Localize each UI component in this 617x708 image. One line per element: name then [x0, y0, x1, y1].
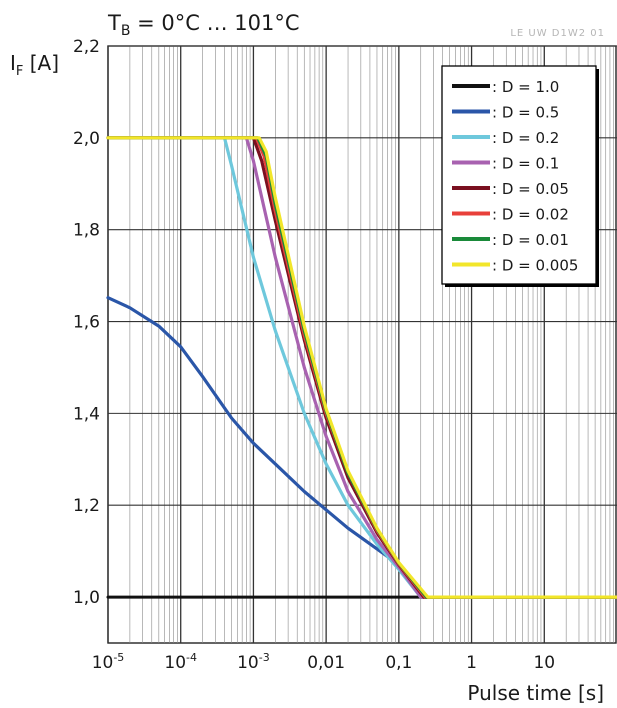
y-tick-label: 1,2	[73, 496, 100, 516]
chart-title: TB = 0°C … 101°C	[107, 11, 300, 39]
x-tick-label: 10-3	[237, 651, 270, 673]
y-tick-label: 2,0	[73, 129, 100, 149]
x-tick-label: 0,1	[385, 653, 412, 673]
x-axis-label: Pulse time [s]	[467, 681, 604, 705]
legend-entry: : D = 0.02	[492, 206, 569, 224]
legend-entry: : D = 1.0	[492, 78, 559, 96]
legend-entry: : D = 0.01	[492, 231, 569, 249]
x-tick-labels: 10-5 10-4 10-3 0,01 0,1 1 10	[92, 651, 555, 673]
x-tick-label: 0,01	[307, 653, 345, 673]
x-tick-label: 10	[533, 653, 555, 673]
x-tick-label: 1	[466, 653, 477, 673]
x-tick-label: 10-4	[164, 651, 197, 673]
y-tick-label: 1,4	[73, 404, 100, 424]
series-line	[106, 296, 617, 599]
legend-entry: : D = 0.5	[492, 104, 559, 122]
document-code: LE UW D1W2 01	[510, 28, 605, 39]
legend-entry: : D = 0.2	[492, 129, 559, 147]
legend-entry: : D = 0.05	[492, 180, 569, 198]
y-axis-label: IF [A]	[10, 51, 59, 79]
legend-entry: : D = 0.005	[492, 257, 578, 275]
y-tick-label: 1,6	[73, 313, 100, 333]
y-tick-label: 1,0	[73, 588, 100, 608]
series-line	[106, 136, 617, 599]
series-line	[106, 136, 617, 599]
y-tick-label: 1,8	[73, 221, 100, 241]
series-lines	[106, 136, 617, 599]
y-tick-labels: 1,0 1,2 1,4 1,6 1,8 2,0 2,2	[73, 37, 100, 608]
legend: : D = 1.0 : D = 0.5 : D = 0.2 : D = 0.1 : D …	[441, 65, 599, 287]
legend-box	[441, 65, 597, 285]
x-tick-label: 10-5	[92, 651, 125, 673]
y-tick-label: 2,2	[73, 37, 100, 57]
legend-entry: : D = 0.1	[492, 155, 559, 173]
